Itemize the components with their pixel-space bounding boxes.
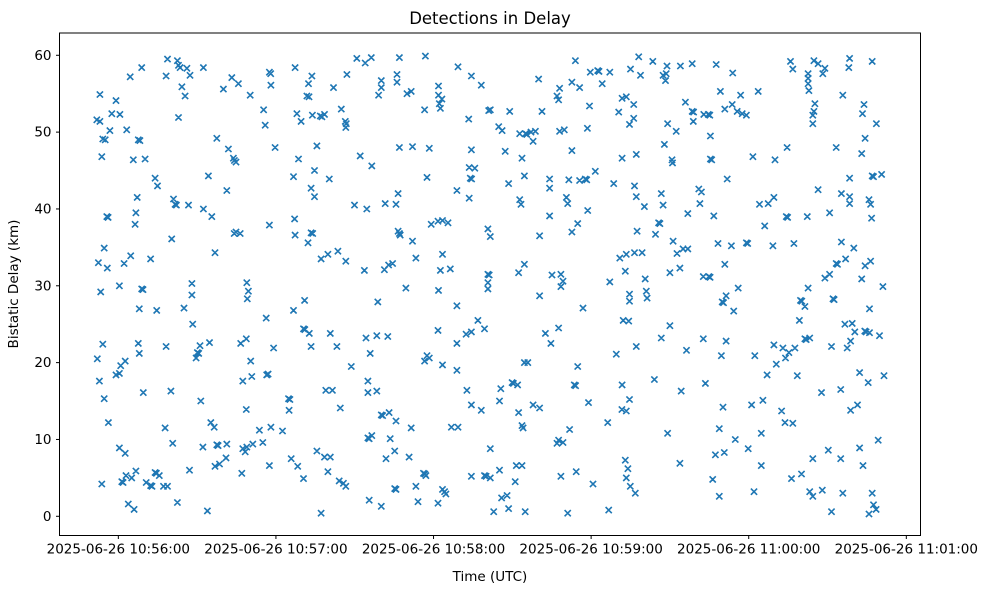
chart-title: Detections in Delay: [409, 9, 571, 28]
y-tick-label: 20: [34, 355, 51, 371]
scatter-points: [93, 52, 888, 518]
y-tick-label: 40: [34, 201, 51, 217]
y-tick-label: 0: [43, 509, 52, 525]
y-axis-ticks: 0 10 20 30 40 50 60: [34, 48, 60, 525]
y-tick-label: 10: [34, 432, 51, 448]
x-tick-label: 2025-06-26 10:58:00: [362, 542, 505, 558]
y-tick-label: 60: [34, 48, 51, 64]
x-tick-label: 2025-06-26 10:56:00: [47, 542, 190, 558]
x-tick-label: 2025-06-26 11:01:00: [835, 542, 978, 558]
y-axis-label: Bistatic Delay (km): [6, 220, 22, 349]
y-tick-label: 30: [34, 278, 51, 294]
x-tick-label: 2025-06-26 10:57:00: [204, 542, 347, 558]
x-axis-ticks: 2025-06-26 10:56:00 2025-06-26 10:57:00 20…: [47, 535, 978, 558]
x-markers: [93, 52, 888, 518]
x-tick-label: 2025-06-26 10:59:00: [519, 542, 662, 558]
y-tick-label: 50: [34, 125, 51, 141]
x-tick-label: 2025-06-26 11:00:00: [677, 542, 820, 558]
x-axis-label: Time (UTC): [452, 569, 528, 585]
